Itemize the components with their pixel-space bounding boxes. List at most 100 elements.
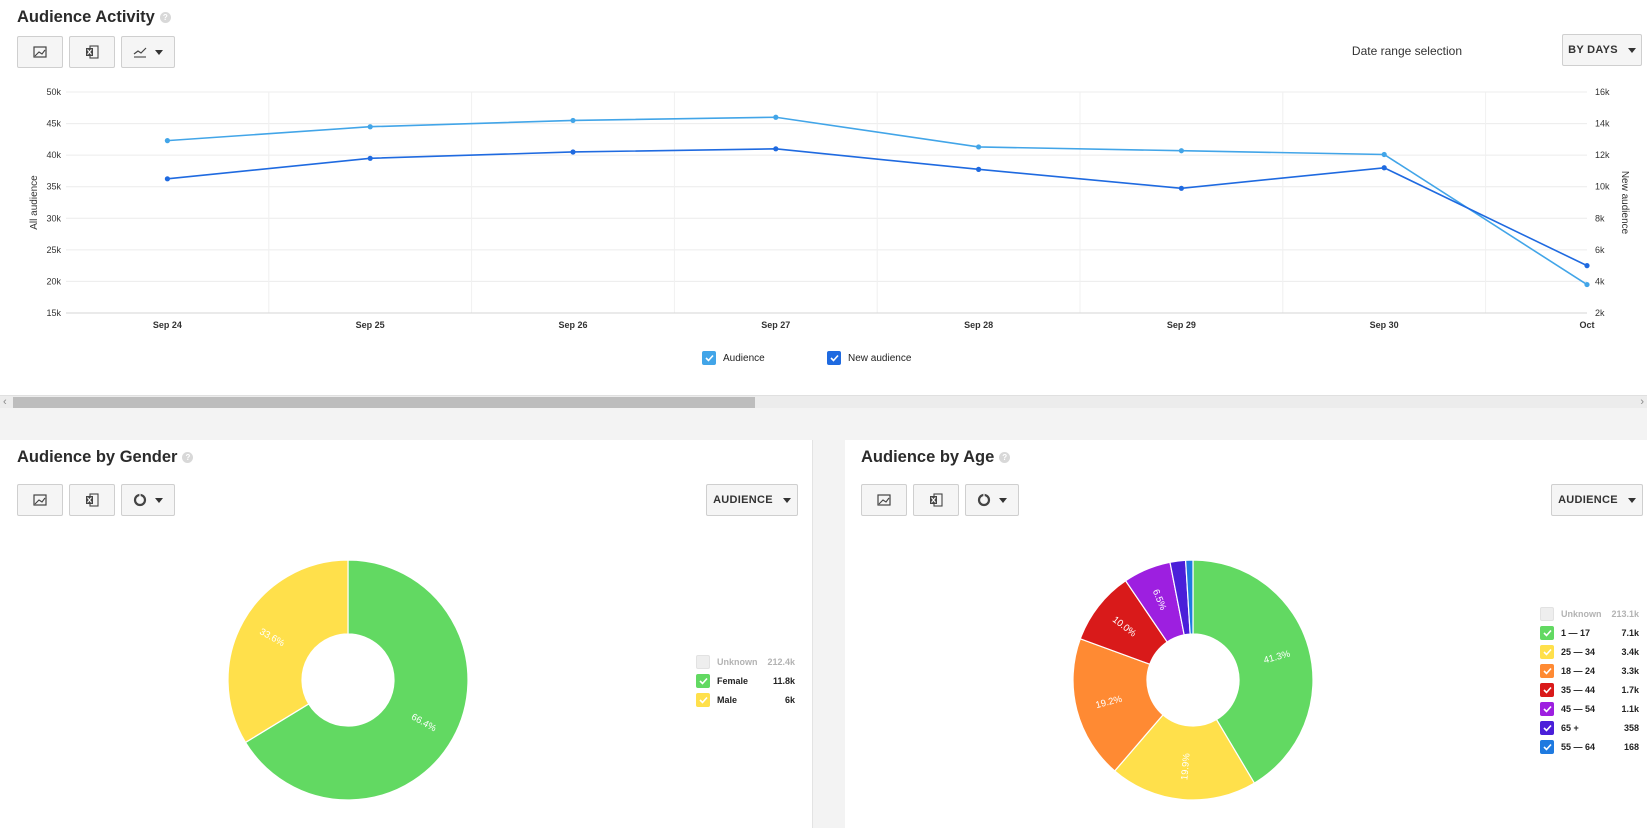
- legend-item[interactable]: Female 11.8k: [696, 671, 795, 690]
- chevron-down-icon: [155, 497, 163, 503]
- donut-chart-icon: [977, 493, 991, 507]
- checkbox-icon: [1540, 739, 1554, 754]
- data-point: [367, 155, 373, 161]
- gender-donut-chart: 66.4%33.6%: [227, 559, 469, 801]
- y2-tick-label: 8k: [1595, 213, 1605, 223]
- date-range-dropdown[interactable]: BY DAYS: [1562, 34, 1642, 66]
- audience-line-chart: 15k 20k 25k 30k 35k 40k 45k 50k 2k 4k 6k 8k 10k 12k 14…: [29, 87, 1630, 330]
- pie-slice: [244, 559, 469, 801]
- excel-icon: [930, 493, 943, 507]
- x-tick-label: Sep 26: [558, 320, 587, 330]
- chart-toolbar: [17, 36, 175, 68]
- audience-by-age-panel: Audience by Age? AUDIENCE 41.3% 19.9% 19.2…: [845, 440, 1647, 828]
- scroll-left-icon[interactable]: ‹: [3, 396, 7, 408]
- age-donut-chart: 41.3%19.9%19.2%10.0%6.5%: [1072, 559, 1314, 801]
- chevron-down-icon: [1627, 47, 1636, 53]
- image-export-icon: [33, 494, 47, 506]
- chevron-down-icon: [1627, 497, 1636, 503]
- image-export-icon: [877, 494, 891, 506]
- checkbox-icon: [1540, 663, 1554, 678]
- legend-value: 3.3k: [1621, 665, 1639, 676]
- legend-item[interactable]: 55 — 64 168: [1540, 737, 1639, 756]
- panel-title: Audience by Age?: [861, 448, 1011, 467]
- chart-type-dropdown[interactable]: [965, 484, 1019, 516]
- excel-icon: [86, 493, 99, 507]
- y-axis-title: All audience: [29, 175, 40, 230]
- legend-label: Unknown: [1561, 608, 1602, 619]
- y2-tick-label: 10k: [1595, 182, 1610, 192]
- checkbox-icon: [702, 351, 716, 365]
- legend-label: Female: [717, 675, 749, 686]
- legend-value: 1.1k: [1621, 703, 1639, 714]
- legend-value: 1.7k: [1621, 684, 1639, 695]
- export-excel-button[interactable]: [69, 36, 115, 68]
- export-excel-button[interactable]: [69, 484, 115, 516]
- data-point: [164, 176, 170, 182]
- legend-value: 6k: [784, 694, 795, 705]
- legend-item[interactable]: 65 + 358: [1540, 718, 1639, 737]
- checkbox-icon: [1540, 606, 1554, 621]
- checkbox-icon: [696, 673, 710, 688]
- export-image-button[interactable]: [17, 36, 63, 68]
- y2-tick-label: 14k: [1595, 119, 1610, 129]
- export-excel-button[interactable]: [913, 484, 959, 516]
- chart-toolbar: [861, 484, 1019, 516]
- y-tick-label: 45k: [46, 119, 61, 129]
- legend-label: 55 — 64: [1561, 741, 1596, 752]
- x-tick-label: Sep 30: [1370, 320, 1399, 330]
- y-tick-label: 30k: [46, 213, 61, 223]
- checkbox-icon: [1540, 701, 1554, 716]
- x-tick-label: Sep 24: [153, 320, 182, 330]
- help-icon[interactable]: ?: [182, 452, 194, 464]
- data-point: [976, 144, 982, 150]
- horizontal-scrollbar[interactable]: ‹ ›: [0, 395, 1647, 408]
- legend-item[interactable]: 18 — 24 3.3k: [1540, 661, 1639, 680]
- legend-item[interactable]: Male 6k: [696, 690, 795, 709]
- pie-slice: [1192, 559, 1314, 784]
- donut-chart-icon: [133, 493, 147, 507]
- help-icon[interactable]: ?: [999, 452, 1011, 464]
- legend-item[interactable]: Unknown 212.4k: [696, 652, 795, 671]
- gender-legend: Unknown 212.4k Female 11.8k Male 6k: [696, 652, 795, 709]
- data-point: [773, 114, 779, 120]
- export-image-button[interactable]: [17, 484, 63, 516]
- legend-value: 3.4k: [1621, 646, 1639, 657]
- legend-item[interactable]: 45 — 54 1.1k: [1540, 699, 1639, 718]
- legend-label: Unknown: [717, 656, 758, 667]
- legend-value: 212.4k: [767, 656, 795, 667]
- y-tick-label: 40k: [46, 150, 61, 160]
- metric-dropdown[interactable]: AUDIENCE: [1551, 484, 1643, 516]
- legend-label: 25 — 34: [1561, 646, 1596, 657]
- checkbox-icon: [696, 654, 710, 669]
- data-point: [1584, 263, 1590, 269]
- y2-tick-label: 4k: [1595, 276, 1605, 286]
- x-tick-label: Sep 25: [356, 320, 385, 330]
- checkbox-icon: [696, 692, 710, 707]
- data-point: [1381, 165, 1387, 171]
- metric-dropdown[interactable]: AUDIENCE: [706, 484, 798, 516]
- legend-label: 18 — 24: [1561, 665, 1596, 676]
- legend-item[interactable]: 35 — 44 1.7k: [1540, 680, 1639, 699]
- y-tick-label: 50k: [46, 87, 61, 97]
- legend-item[interactable]: 1 — 17 7.1k: [1540, 623, 1639, 642]
- data-point: [1381, 151, 1387, 158]
- help-icon[interactable]: ?: [159, 12, 171, 24]
- slice-label: 19.9%: [1179, 752, 1192, 780]
- y-tick-label: 20k: [46, 276, 61, 286]
- legend-item-audience[interactable]: Audience: [702, 351, 765, 365]
- y-tick-label: 25k: [46, 245, 61, 255]
- chevron-down-icon: [999, 497, 1007, 503]
- line-chart-icon: [133, 47, 147, 58]
- chart-type-dropdown[interactable]: [121, 484, 175, 516]
- legend-item-new-audience[interactable]: New audience: [827, 351, 911, 365]
- checkbox-icon: [827, 351, 841, 365]
- chart-type-dropdown[interactable]: [121, 36, 175, 68]
- series-line: [167, 116, 1588, 286]
- date-range-label: Date range selection: [1351, 44, 1462, 58]
- scroll-right-icon[interactable]: ›: [1640, 396, 1644, 408]
- legend-item[interactable]: Unknown 213.1k: [1540, 604, 1639, 623]
- export-image-button[interactable]: [861, 484, 907, 516]
- data-point: [570, 117, 576, 124]
- scroll-thumb[interactable]: [13, 397, 755, 408]
- legend-item[interactable]: 25 — 34 3.4k: [1540, 642, 1639, 661]
